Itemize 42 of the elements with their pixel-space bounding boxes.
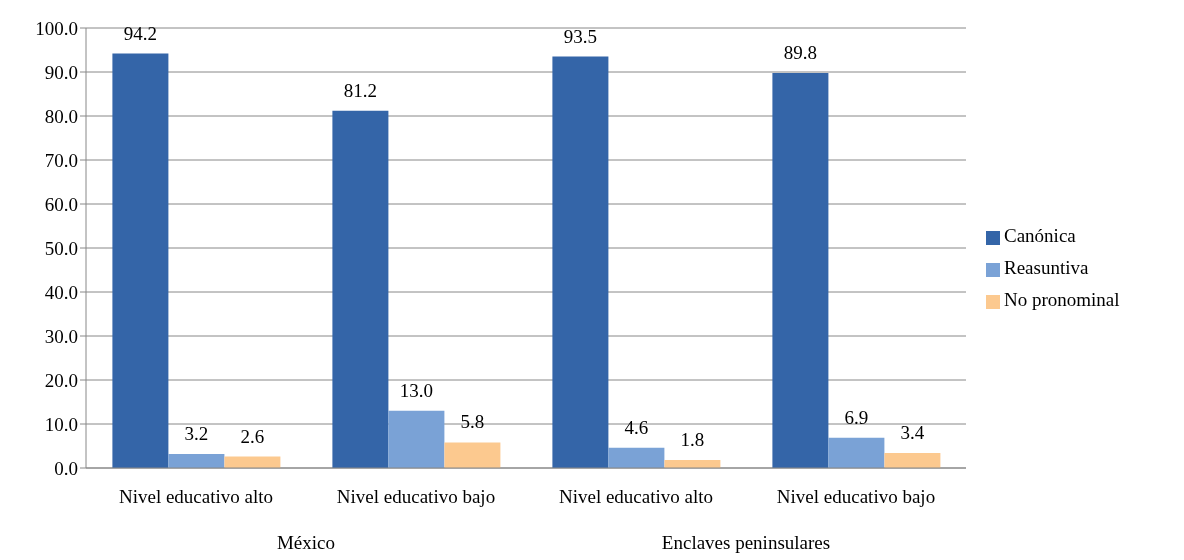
y-tick-label: 0.0 — [54, 457, 78, 479]
legend-label: Canónica — [1004, 225, 1076, 246]
bar — [828, 437, 885, 468]
legend-label: No pronominal — [1004, 289, 1120, 310]
text: México — [275, 532, 336, 554]
y-tick-label: 100.0 — [35, 17, 78, 39]
bar — [112, 53, 169, 468]
data-label: 4.6 — [624, 416, 649, 438]
y-tick-label: 40.0 — [44, 281, 78, 303]
x-tick-label: Nivel educativo alto — [118, 486, 274, 508]
data-label: 6.9 — [844, 406, 869, 428]
legend-label: Reasuntiva — [1004, 257, 1089, 278]
data-label: 81.2 — [343, 79, 378, 101]
y-tick-label: 70.0 — [44, 149, 78, 171]
text: Enclaves peninsulares — [660, 532, 832, 554]
y-tick-label: 60.0 — [44, 193, 78, 215]
y-tick-label: 10.0 — [44, 413, 78, 435]
x-tick-label: Nivel educativo bajo — [776, 486, 936, 508]
bar — [608, 447, 665, 468]
data-label: 2.6 — [240, 425, 265, 447]
y-tick-label: 80.0 — [44, 105, 78, 127]
data-label: 3.2 — [184, 422, 209, 444]
bar — [332, 110, 389, 468]
bar — [388, 410, 445, 468]
data-label: 93.5 — [563, 25, 598, 47]
data-label: 1.8 — [680, 429, 705, 451]
bar — [444, 442, 501, 468]
x-tick-label: Nivel educativo bajo — [336, 486, 496, 508]
y-tick-label: 50.0 — [44, 237, 78, 259]
data-label: 13.0 — [399, 379, 434, 401]
y-tick-label: 20.0 — [44, 369, 78, 391]
bar — [772, 72, 829, 468]
y-tick-label: 90.0 — [44, 61, 78, 83]
x-tick-label: Nivel educativo alto — [558, 486, 714, 508]
bar — [552, 56, 609, 468]
bar — [884, 453, 941, 468]
data-label: 3.4 — [900, 422, 925, 444]
data-label: 89.8 — [783, 41, 818, 63]
bar — [168, 453, 225, 468]
y-tick-label: 30.0 — [44, 325, 78, 347]
data-label: 94.2 — [123, 22, 158, 44]
data-label: 5.8 — [460, 411, 485, 433]
